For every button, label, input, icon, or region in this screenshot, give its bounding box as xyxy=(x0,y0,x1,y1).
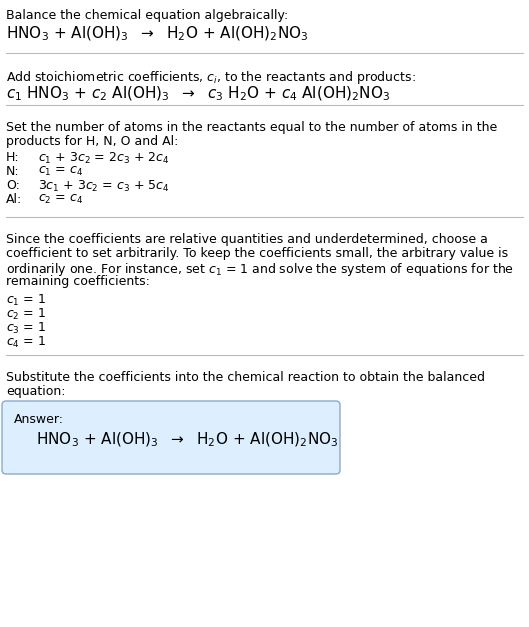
Text: $c_1$ + 3$c_2$ = 2$c_3$ + 2$c_4$: $c_1$ + 3$c_2$ = 2$c_3$ + 2$c_4$ xyxy=(38,151,169,166)
Text: HNO$_3$ + Al(OH)$_3$  $\rightarrow$  H$_2$O + Al(OH)$_2$NO$_3$: HNO$_3$ + Al(OH)$_3$ $\rightarrow$ H$_2$… xyxy=(6,25,308,43)
Text: products for H, N, O and Al:: products for H, N, O and Al: xyxy=(6,135,178,148)
Text: $c_2$ = $c_4$: $c_2$ = $c_4$ xyxy=(38,193,83,206)
Text: equation:: equation: xyxy=(6,385,66,398)
Text: coefficient to set arbitrarily. To keep the coefficients small, the arbitrary va: coefficient to set arbitrarily. To keep … xyxy=(6,247,508,260)
FancyBboxPatch shape xyxy=(2,401,340,474)
Text: Add stoichiometric coefficients, $c_i$, to the reactants and products:: Add stoichiometric coefficients, $c_i$, … xyxy=(6,69,416,86)
Text: H:: H: xyxy=(6,151,20,164)
Text: N:: N: xyxy=(6,165,20,178)
Text: Set the number of atoms in the reactants equal to the number of atoms in the: Set the number of atoms in the reactants… xyxy=(6,121,497,134)
Text: $c_1$ = 1: $c_1$ = 1 xyxy=(6,293,46,308)
Text: $c_1$ HNO$_3$ + $c_2$ Al(OH)$_3$  $\rightarrow$  $c_3$ H$_2$O + $c_4$ Al(OH)$_2$: $c_1$ HNO$_3$ + $c_2$ Al(OH)$_3$ $\right… xyxy=(6,85,390,103)
Text: $c_3$ = 1: $c_3$ = 1 xyxy=(6,321,46,336)
Text: $c_4$ = 1: $c_4$ = 1 xyxy=(6,335,46,350)
Text: $c_2$ = 1: $c_2$ = 1 xyxy=(6,307,46,322)
Text: $c_1$ = $c_4$: $c_1$ = $c_4$ xyxy=(38,165,83,178)
Text: Substitute the coefficients into the chemical reaction to obtain the balanced: Substitute the coefficients into the che… xyxy=(6,371,485,384)
Text: ordinarily one. For instance, set $c_1$ = 1 and solve the system of equations fo: ordinarily one. For instance, set $c_1$ … xyxy=(6,261,514,278)
Text: remaining coefficients:: remaining coefficients: xyxy=(6,275,150,288)
Text: Answer:: Answer: xyxy=(14,413,64,426)
Text: O:: O: xyxy=(6,179,20,192)
Text: 3$c_1$ + 3$c_2$ = $c_3$ + 5$c_4$: 3$c_1$ + 3$c_2$ = $c_3$ + 5$c_4$ xyxy=(38,179,169,194)
Text: HNO$_3$ + Al(OH)$_3$  $\rightarrow$  H$_2$O + Al(OH)$_2$NO$_3$: HNO$_3$ + Al(OH)$_3$ $\rightarrow$ H$_2$… xyxy=(36,431,339,450)
Text: Balance the chemical equation algebraically:: Balance the chemical equation algebraica… xyxy=(6,9,288,22)
Text: Al:: Al: xyxy=(6,193,22,206)
Text: Since the coefficients are relative quantities and underdetermined, choose a: Since the coefficients are relative quan… xyxy=(6,233,488,246)
